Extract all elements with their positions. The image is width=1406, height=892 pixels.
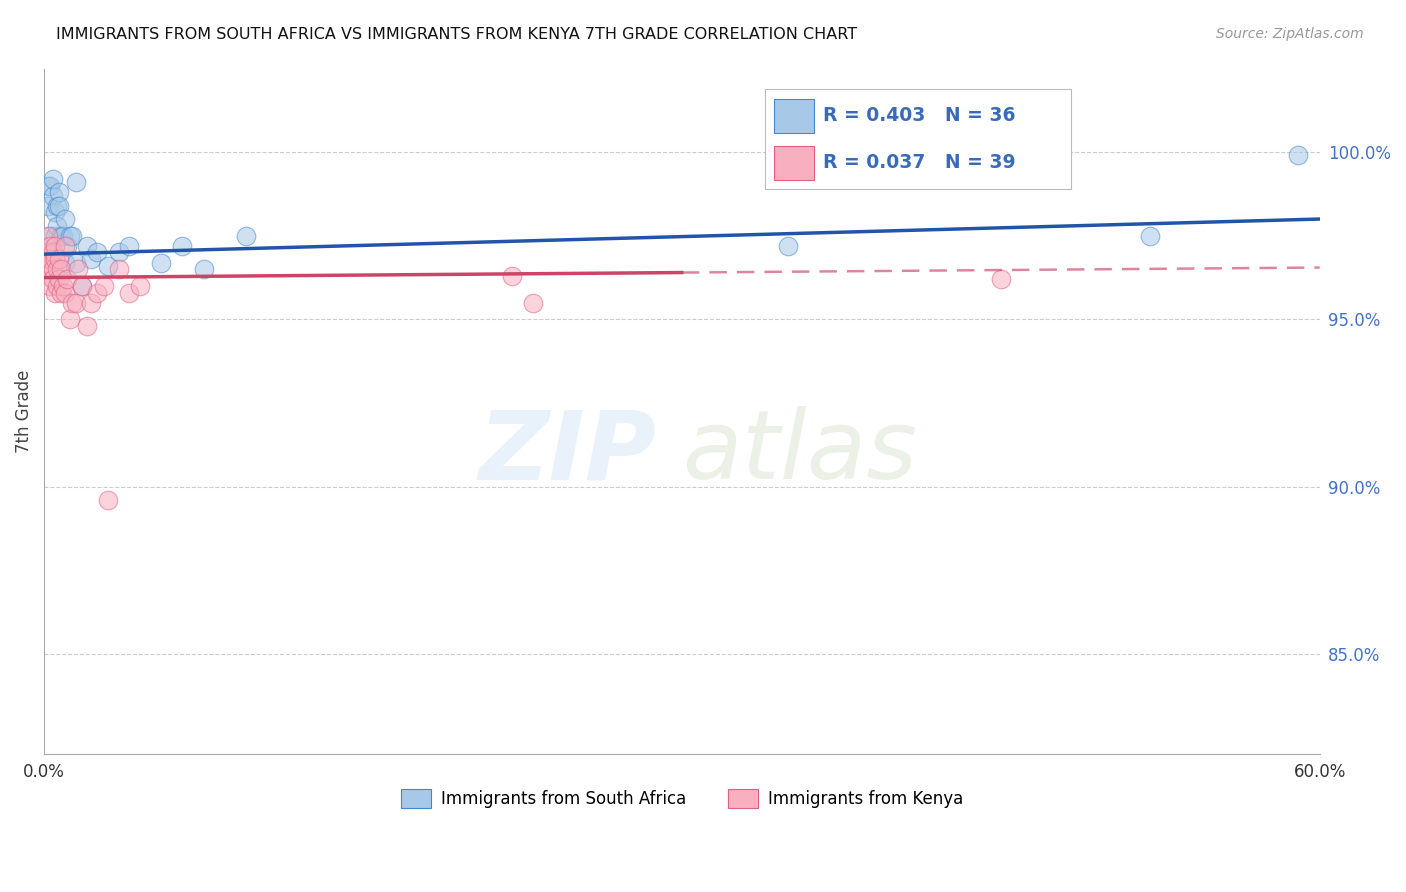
Point — [80, 252, 103, 267]
Text: ZIP: ZIP — [478, 406, 657, 499]
Point — [86, 285, 108, 300]
Point — [44, 252, 66, 267]
Point — [39, 228, 62, 243]
Point — [41, 272, 63, 286]
Point — [128, 279, 150, 293]
Point — [44, 205, 66, 219]
Point — [45, 262, 67, 277]
Point — [76, 239, 98, 253]
Point — [56, 239, 79, 253]
Point — [60, 295, 83, 310]
Point — [41, 262, 63, 277]
Point — [48, 199, 70, 213]
Point — [41, 188, 63, 202]
Point — [56, 272, 79, 286]
Point — [150, 255, 173, 269]
Y-axis label: 7th Grade: 7th Grade — [15, 369, 32, 453]
Point — [65, 175, 87, 189]
Point — [59, 228, 82, 243]
Point — [52, 228, 75, 243]
Point — [501, 268, 523, 283]
Point — [53, 239, 76, 253]
Point — [522, 295, 544, 310]
Point — [107, 262, 129, 277]
Point — [193, 262, 215, 277]
Point — [53, 255, 76, 269]
Point — [53, 212, 76, 227]
Point — [35, 245, 58, 260]
Point — [41, 172, 63, 186]
Point — [67, 262, 90, 277]
Point — [37, 178, 59, 193]
Point — [35, 255, 58, 269]
Point — [52, 279, 75, 293]
Point — [45, 279, 67, 293]
Point — [49, 262, 72, 277]
Point — [172, 239, 194, 253]
Point — [41, 245, 63, 260]
Point — [93, 279, 115, 293]
Point — [97, 259, 120, 273]
Point — [37, 228, 59, 243]
Point — [1286, 148, 1309, 162]
Point — [65, 295, 87, 310]
Point — [990, 272, 1012, 286]
Point — [53, 285, 76, 300]
Point — [37, 262, 59, 277]
Point — [44, 285, 66, 300]
Text: atlas: atlas — [682, 406, 917, 499]
Point — [45, 219, 67, 233]
Point — [44, 239, 66, 253]
Text: Source: ZipAtlas.com: Source: ZipAtlas.com — [1216, 27, 1364, 41]
Point — [65, 255, 87, 269]
Point — [118, 239, 141, 253]
Point — [59, 312, 82, 326]
Point — [45, 199, 67, 213]
Point — [118, 285, 141, 300]
Point — [72, 279, 94, 293]
Point — [39, 279, 62, 293]
Point — [37, 199, 59, 213]
Point — [39, 252, 62, 267]
Point — [48, 186, 70, 200]
Point — [1139, 228, 1161, 243]
Point — [72, 279, 94, 293]
Point — [48, 272, 70, 286]
Point — [97, 493, 120, 508]
Point — [80, 295, 103, 310]
Legend: Immigrants from South Africa, Immigrants from Kenya: Immigrants from South Africa, Immigrants… — [394, 782, 970, 814]
Point — [48, 252, 70, 267]
Point — [39, 239, 62, 253]
Point — [86, 245, 108, 260]
Text: IMMIGRANTS FROM SOUTH AFRICA VS IMMIGRANTS FROM KENYA 7TH GRADE CORRELATION CHAR: IMMIGRANTS FROM SOUTH AFRICA VS IMMIGRAN… — [56, 27, 858, 42]
Point — [235, 228, 257, 243]
Point — [778, 239, 800, 253]
Point — [107, 245, 129, 260]
Point — [35, 242, 58, 256]
Point — [76, 319, 98, 334]
Point — [60, 228, 83, 243]
Point — [49, 228, 72, 243]
Point — [39, 178, 62, 193]
Point — [44, 228, 66, 243]
Point — [49, 285, 72, 300]
